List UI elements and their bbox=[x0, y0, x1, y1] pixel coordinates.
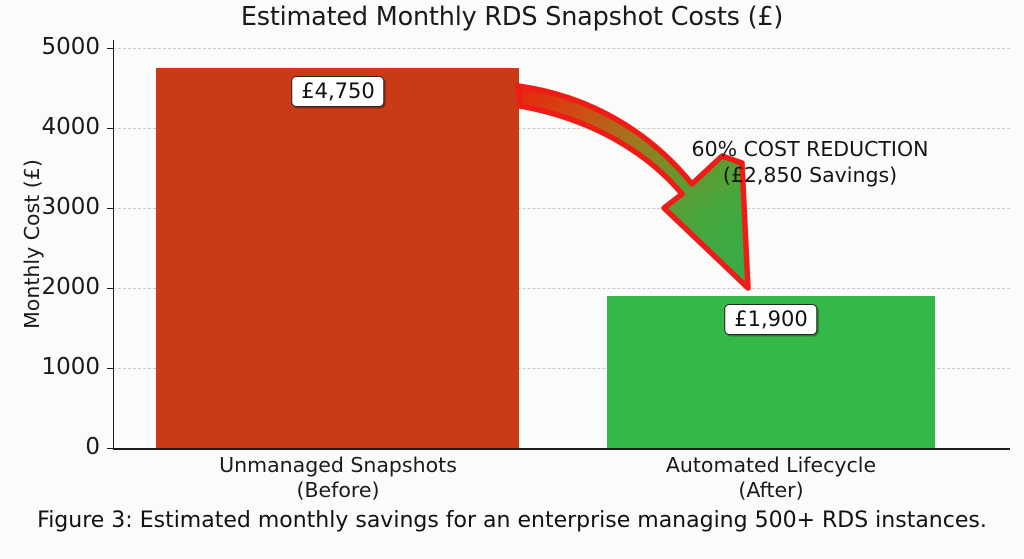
y-tick-label-4000: 4000 bbox=[41, 114, 100, 140]
gridline-5000 bbox=[113, 48, 1010, 49]
y-tick-mark-1000 bbox=[107, 368, 113, 369]
y-tick-label-1000: 1000 bbox=[41, 354, 100, 380]
y-tick-mark-4000 bbox=[107, 128, 113, 129]
x-tick-label-line1: Automated Lifecycle bbox=[665, 453, 877, 477]
chart-canvas: Estimated Monthly RDS Snapshot Costs (£)… bbox=[20, 2, 1010, 503]
annotation-line2: (£2,850 Savings) bbox=[722, 163, 898, 187]
plot-area bbox=[113, 40, 1010, 448]
y-axis-spine bbox=[113, 40, 114, 449]
y-tick-mark-2000 bbox=[107, 288, 113, 289]
y-axis-title: Monthly Cost (£) bbox=[20, 159, 44, 329]
x-axis-spine bbox=[113, 448, 1010, 450]
y-tick-mark-5000 bbox=[107, 48, 113, 49]
x-tick-label-line2: (Before) bbox=[296, 478, 380, 502]
y-tick-label-2000: 2000 bbox=[41, 274, 100, 300]
y-tick-mark-3000 bbox=[107, 208, 113, 209]
bar-unmanaged-snapshots[interactable] bbox=[156, 68, 519, 448]
gridline-1000 bbox=[113, 368, 1010, 369]
cost-reduction-annotation: 60% COST REDUCTION (£2,850 Savings) bbox=[682, 136, 938, 188]
bar-value-label-unmanaged: £4,750 bbox=[291, 76, 385, 107]
chart-title: Estimated Monthly RDS Snapshot Costs (£) bbox=[240, 2, 784, 32]
x-tick-label-line1: Unmanaged Snapshots bbox=[219, 453, 457, 477]
y-tick-label-0: 0 bbox=[85, 434, 100, 460]
annotation-line1: 60% COST REDUCTION bbox=[691, 137, 929, 161]
y-tick-label-3000: 3000 bbox=[41, 194, 100, 220]
x-tick-label-automated-lifecycle: Automated Lifecycle (After) bbox=[666, 453, 876, 503]
x-tick-label-unmanaged-snapshots: Unmanaged Snapshots (Before) bbox=[219, 453, 457, 503]
y-tick-mark-0 bbox=[107, 448, 113, 449]
figure-caption: Figure 3: Estimated monthly savings for … bbox=[37, 508, 987, 533]
bar-value-label-automated: £1,900 bbox=[724, 304, 818, 335]
y-tick-label-5000: 5000 bbox=[41, 34, 100, 60]
x-tick-label-line2: (After) bbox=[738, 478, 804, 502]
